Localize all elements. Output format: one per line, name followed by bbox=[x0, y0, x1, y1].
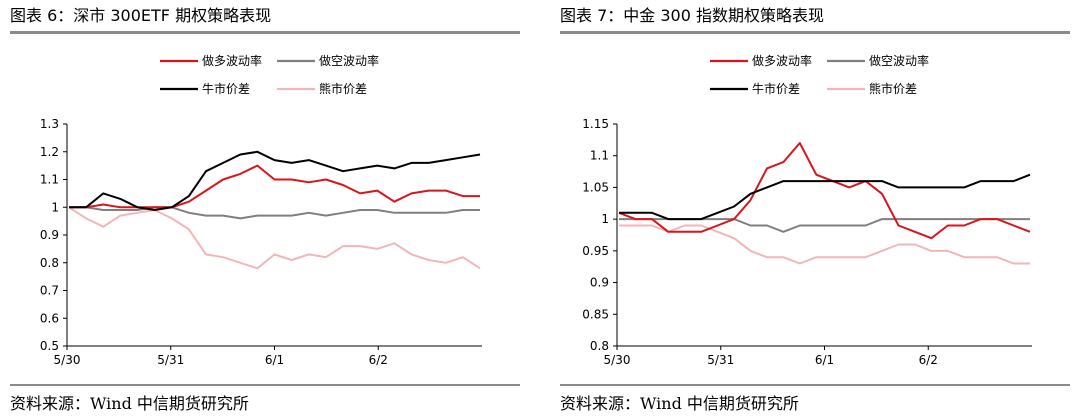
y-tick-label: 0.9 bbox=[40, 228, 59, 242]
y-tick-label: 1.3 bbox=[40, 117, 59, 131]
legend-label: 牛市价差 bbox=[202, 81, 250, 96]
series-line bbox=[69, 206, 480, 220]
legend-label: 熊市价差 bbox=[869, 81, 917, 96]
x-tick-label: 6/2 bbox=[919, 353, 938, 367]
chart-title: 图表 7：中金 300 指数期权策略表现 bbox=[560, 6, 824, 25]
x-tick-label: 5/30 bbox=[604, 353, 631, 367]
y-tick-label: 1.05 bbox=[582, 180, 609, 194]
y-tick-label: 1.2 bbox=[40, 145, 59, 159]
source-note: 资料来源：Wind 中信期货研究所 bbox=[10, 394, 249, 413]
y-tick-label: 1.1 bbox=[40, 173, 59, 187]
y-tick-label: 0.9 bbox=[590, 276, 609, 290]
y-tick-label: 0.6 bbox=[40, 311, 59, 325]
x-tick-label: 6/1 bbox=[815, 353, 834, 367]
y-tick-label: 0.7 bbox=[40, 284, 59, 298]
series-line bbox=[68, 206, 481, 270]
x-tick-label: 6/2 bbox=[369, 353, 388, 367]
y-tick-label: 1 bbox=[601, 212, 609, 226]
chart-title: 图表 6：深市 300ETF 期权策略表现 bbox=[10, 6, 272, 25]
legend-label: 做空波动率 bbox=[869, 53, 929, 68]
y-tick-label: 0.95 bbox=[582, 244, 609, 258]
x-tick-label: 5/30 bbox=[54, 353, 81, 367]
y-tick-label: 0.8 bbox=[590, 339, 609, 353]
y-tick-label: 0.85 bbox=[582, 307, 609, 321]
legend-label: 做多波动率 bbox=[752, 53, 812, 68]
chart-panel-left: 图表 6：深市 300ETF 期权策略表现 做多波动率 做空波动率牛市价差 熊市价差… bbox=[10, 0, 530, 416]
legend-label: 做空波动率 bbox=[319, 53, 379, 68]
series-line bbox=[619, 224, 1030, 265]
legend-label: 牛市价差 bbox=[752, 81, 800, 96]
top-rule bbox=[10, 31, 520, 34]
x-tick-label: 5/31 bbox=[707, 353, 734, 367]
y-tick-label: 0.5 bbox=[40, 339, 59, 353]
top-rule bbox=[560, 31, 1070, 34]
series-line bbox=[618, 142, 1031, 240]
y-tick-label: 1.15 bbox=[582, 117, 609, 131]
source-note: 资料来源：Wind 中信期货研究所 bbox=[560, 394, 799, 413]
y-tick-label: 0.8 bbox=[40, 256, 59, 270]
chart-panel-right: 图表 7：中金 300 指数期权策略表现 做多波动率 做空波动率牛市价差 熊市价差 0… bbox=[560, 0, 1080, 416]
series-line bbox=[619, 173, 1031, 221]
x-tick-label: 5/31 bbox=[157, 353, 184, 367]
legend-label: 熊市价差 bbox=[319, 81, 367, 96]
bottom-rule bbox=[560, 384, 1070, 386]
series-line bbox=[619, 218, 1030, 233]
x-tick-label: 6/1 bbox=[265, 353, 284, 367]
series-line bbox=[69, 150, 481, 211]
bottom-rule bbox=[10, 384, 520, 386]
y-tick-label: 1.1 bbox=[590, 149, 609, 163]
legend-label: 做多波动率 bbox=[202, 53, 262, 68]
series-line bbox=[69, 164, 480, 209]
y-tick-label: 1 bbox=[51, 200, 59, 214]
